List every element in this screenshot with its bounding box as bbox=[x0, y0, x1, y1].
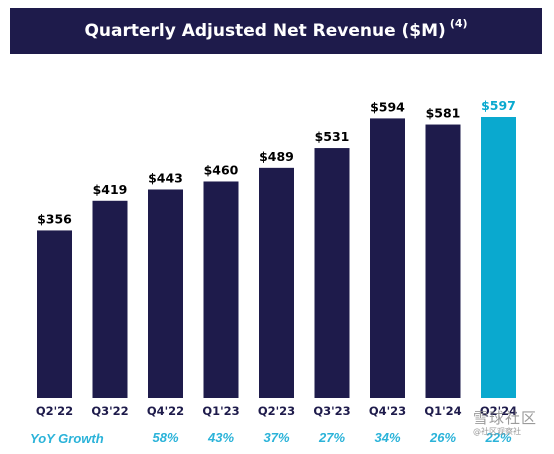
yoy-value-7: 26% bbox=[429, 430, 456, 445]
category-label-6: Q4'23 bbox=[369, 404, 406, 418]
yoy-value-8: 22% bbox=[484, 430, 511, 445]
bar-0 bbox=[37, 230, 72, 398]
yoy-value-3: 43% bbox=[207, 430, 234, 445]
category-label-4: Q2'23 bbox=[258, 404, 295, 418]
category-label-3: Q1'23 bbox=[202, 404, 239, 418]
category-label-5: Q3'23 bbox=[313, 404, 350, 418]
category-label-8: Q2'24 bbox=[480, 404, 517, 418]
value-label-8: $597 bbox=[481, 98, 516, 113]
yoy-value-6: 34% bbox=[374, 430, 400, 445]
value-label-1: $419 bbox=[93, 182, 128, 197]
watermark-line2: @社区观察社 bbox=[473, 427, 521, 436]
chart-title: Quarterly Adjusted Net Revenue ($M) bbox=[84, 21, 446, 41]
bar-3 bbox=[203, 181, 239, 398]
bar-1 bbox=[92, 200, 128, 398]
category-label-0: Q2'22 bbox=[36, 404, 73, 418]
yoy-value-5: 27% bbox=[318, 430, 345, 445]
bar-2 bbox=[148, 189, 183, 398]
bar-8 bbox=[481, 117, 516, 398]
yoy-value-2: 58% bbox=[152, 430, 178, 445]
watermark: 雪球社区 @社区观察社 bbox=[473, 409, 538, 438]
bar-4 bbox=[259, 167, 294, 398]
category-label-7: Q1'24 bbox=[424, 404, 461, 418]
value-label-0: $356 bbox=[37, 211, 72, 226]
value-label-2: $443 bbox=[148, 170, 183, 185]
yoy-growth-label: YoY Growth bbox=[30, 431, 104, 446]
value-label-5: $531 bbox=[315, 129, 350, 144]
value-label-3: $460 bbox=[204, 162, 239, 177]
title-bar: Quarterly Adjusted Net Revenue ($M) (4) bbox=[10, 8, 542, 54]
bar-7 bbox=[425, 124, 461, 398]
category-label-1: Q3'22 bbox=[91, 404, 128, 418]
value-label-4: $489 bbox=[259, 149, 294, 164]
value-label-7: $581 bbox=[426, 106, 461, 121]
value-label-6: $594 bbox=[370, 99, 405, 114]
title-footnote: (4) bbox=[449, 16, 468, 30]
watermark-line1: 雪球社区 bbox=[473, 409, 538, 427]
bar-5 bbox=[314, 148, 350, 398]
yoy-value-4: 37% bbox=[263, 430, 289, 445]
category-label-2: Q4'22 bbox=[147, 404, 184, 418]
bar-6 bbox=[370, 118, 405, 399]
